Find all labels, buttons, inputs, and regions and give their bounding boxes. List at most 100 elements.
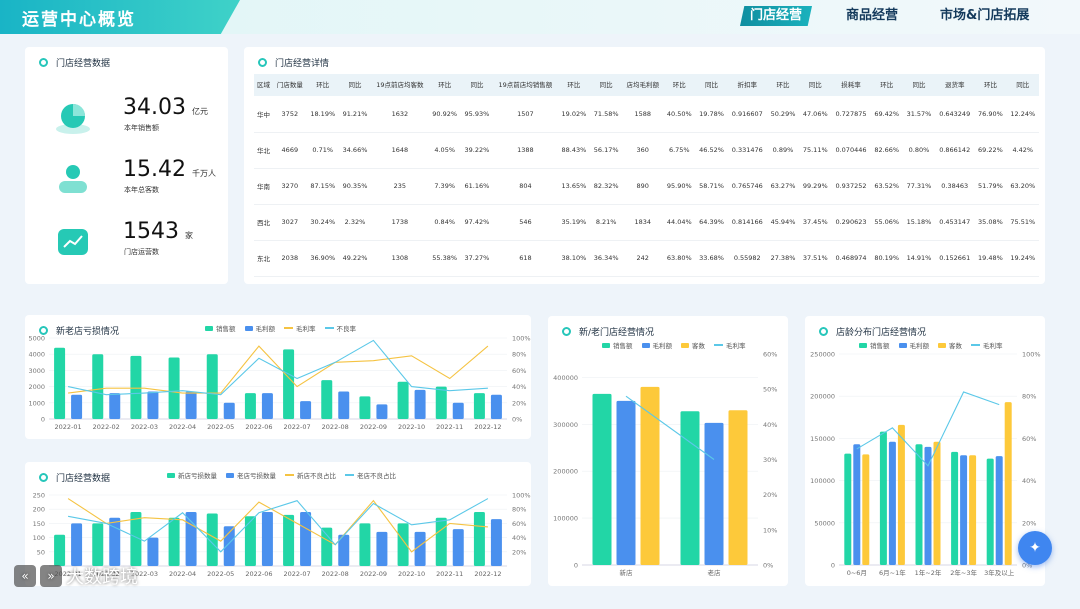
y-tick-label: 200 bbox=[33, 506, 45, 514]
x-tick-label: 2022-07 bbox=[283, 423, 310, 431]
watermark: « » 大数跨境 bbox=[14, 563, 138, 589]
table-cell: 38.10% bbox=[557, 240, 591, 277]
legend-swatch bbox=[859, 342, 867, 348]
table-cell: 242 bbox=[622, 240, 664, 277]
bar-老店亏损数量 bbox=[338, 534, 350, 566]
bar-销售额 bbox=[473, 393, 485, 419]
column-header: 同比 bbox=[460, 74, 494, 96]
assistant-icon[interactable]: ✦ bbox=[1018, 531, 1052, 565]
tab-store-operation[interactable]: 门店经营 bbox=[740, 6, 813, 26]
legend-item[interactable]: 客数 bbox=[681, 340, 705, 350]
tab-market-expansion[interactable]: 市场&门店拓展 bbox=[940, 8, 1030, 23]
table-cell: 44.04% bbox=[663, 204, 696, 241]
table-cell: 8.21% bbox=[590, 204, 623, 241]
table-cell: 77.31% bbox=[902, 168, 936, 205]
tab-product-operation[interactable]: 商品经营 bbox=[846, 8, 899, 23]
legend-item[interactable]: 不良率 bbox=[324, 323, 357, 333]
rewind-icon: « bbox=[14, 565, 36, 587]
legend-item[interactable]: 毛利额 bbox=[641, 340, 672, 350]
legend-swatch bbox=[602, 342, 610, 348]
legend-swatch bbox=[167, 472, 175, 478]
table-cell: 0.765746 bbox=[727, 168, 767, 205]
table-cell: 35.08% bbox=[974, 204, 1007, 241]
bar-毛利额 bbox=[147, 391, 159, 419]
table-row: 西北 3027 30.24% 2.32% 1738 0.84% 97.42% 546 35.19… bbox=[254, 204, 1039, 241]
x-tick-label: 2022-05 bbox=[207, 570, 234, 578]
bar-新店亏损数量 bbox=[321, 527, 333, 566]
legend-label: 不良率 bbox=[336, 325, 357, 333]
bar-销售额 bbox=[359, 396, 371, 419]
y-tick-label: 100000 bbox=[553, 515, 578, 523]
legend-item[interactable]: 新店亏损数量 bbox=[167, 470, 217, 480]
table-cell: 55.06% bbox=[870, 204, 903, 241]
table-row: 东北 2038 36.90% 49.22% 1308 55.38% 37.27% 618 38.… bbox=[254, 240, 1039, 277]
x-tick-label: 2022-05 bbox=[207, 423, 234, 431]
store-data-card-title: 门店经营数据 bbox=[39, 56, 110, 69]
table-cell: 4669 bbox=[273, 132, 307, 169]
store-detail-card-title: 门店经营详情 bbox=[258, 56, 329, 69]
legend-item[interactable]: 客数 bbox=[938, 340, 962, 350]
column-header: 环比 bbox=[557, 74, 591, 96]
bar-新店亏损数量 bbox=[54, 534, 66, 566]
legend-item[interactable]: 毛利率 bbox=[971, 340, 1003, 350]
legend-label: 销售额 bbox=[870, 342, 890, 350]
y-tick-label: 250 bbox=[33, 492, 45, 500]
bar-销售额 bbox=[844, 453, 852, 565]
bar-老店亏损数量 bbox=[300, 512, 312, 566]
y2-tick-label: 0% bbox=[512, 416, 522, 424]
bar-毛利额 bbox=[300, 401, 312, 419]
x-tick-label: 0~6月 bbox=[847, 569, 867, 577]
bar-新店亏损数量 bbox=[473, 512, 485, 566]
legend-item[interactable]: 毛利额 bbox=[244, 323, 275, 333]
y-tick-label: 3000 bbox=[28, 367, 45, 375]
table-cell: 69.22% bbox=[974, 132, 1007, 169]
bar-毛利额 bbox=[109, 393, 121, 419]
y2-tick-label: 30% bbox=[763, 456, 777, 464]
table-cell: 50.29% bbox=[766, 96, 800, 133]
column-header: 环比 bbox=[870, 74, 903, 96]
table-cell: 34.66% bbox=[338, 132, 372, 169]
legend-item[interactable]: 销售额 bbox=[859, 340, 890, 350]
y-tick-label: 1000 bbox=[28, 399, 45, 407]
table-cell: 西北 bbox=[254, 204, 274, 241]
table-cell: 7.39% bbox=[428, 168, 461, 205]
table-cell: 0.38463 bbox=[935, 168, 975, 205]
legend-item[interactable]: 毛利率 bbox=[714, 340, 746, 350]
x-tick-label: 2022-02 bbox=[93, 423, 120, 431]
table-cell: 15.18% bbox=[902, 204, 936, 241]
table-cell: 0.89% bbox=[766, 132, 800, 169]
y-tick-label: 5000 bbox=[28, 335, 45, 343]
y-tick-label: 150 bbox=[33, 520, 45, 528]
chart-card-store-data: 门店经营数据 新店亏损数量 老店亏损数量 新店不良占比 老店不良占比 50 100 150… bbox=[25, 462, 531, 586]
column-header: 19点前店均销售额 bbox=[493, 74, 558, 96]
legend-item[interactable]: 老店不良占比 bbox=[345, 470, 396, 480]
line-毛利率 bbox=[68, 345, 489, 394]
legend-item[interactable]: 老店亏损数量 bbox=[226, 470, 276, 480]
legend-item[interactable]: 销售额 bbox=[205, 323, 236, 333]
bar-老店亏损数量 bbox=[490, 519, 502, 566]
store-age-chart: 0 50000 100000 150000 200000 250000 0% 20% 40% 60… bbox=[810, 351, 1040, 578]
table-cell: 4.42% bbox=[1006, 132, 1039, 169]
column-header: 店均毛利额 bbox=[622, 74, 664, 96]
table-cell: 804 bbox=[493, 168, 558, 205]
x-tick-label: 新店 bbox=[620, 568, 634, 577]
kpi-sales-value: 34.03 bbox=[123, 95, 186, 120]
legend-swatch bbox=[938, 342, 946, 348]
y2-tick-label: 20% bbox=[763, 491, 777, 499]
title-dot-icon bbox=[258, 58, 267, 67]
y-tick-label: 0 bbox=[41, 416, 45, 424]
y2-tick-label: 60% bbox=[512, 520, 526, 528]
x-tick-label: 2022-01 bbox=[54, 570, 81, 578]
legend-item[interactable]: 毛利额 bbox=[898, 340, 929, 350]
legend-item[interactable]: 销售额 bbox=[602, 340, 633, 350]
table-cell: 47.06% bbox=[799, 96, 832, 133]
bar-毛利额 bbox=[452, 402, 464, 419]
table-cell: 0.84% bbox=[428, 204, 461, 241]
table-cell: 99.29% bbox=[799, 168, 832, 205]
legend-item[interactable]: 新店不良占比 bbox=[285, 470, 336, 480]
y2-tick-label: 20% bbox=[512, 399, 526, 407]
legend-swatch bbox=[205, 325, 213, 331]
table-cell: 30.24% bbox=[306, 204, 339, 241]
legend-item[interactable]: 毛利率 bbox=[284, 323, 316, 333]
line-毛利率 bbox=[856, 391, 1000, 467]
